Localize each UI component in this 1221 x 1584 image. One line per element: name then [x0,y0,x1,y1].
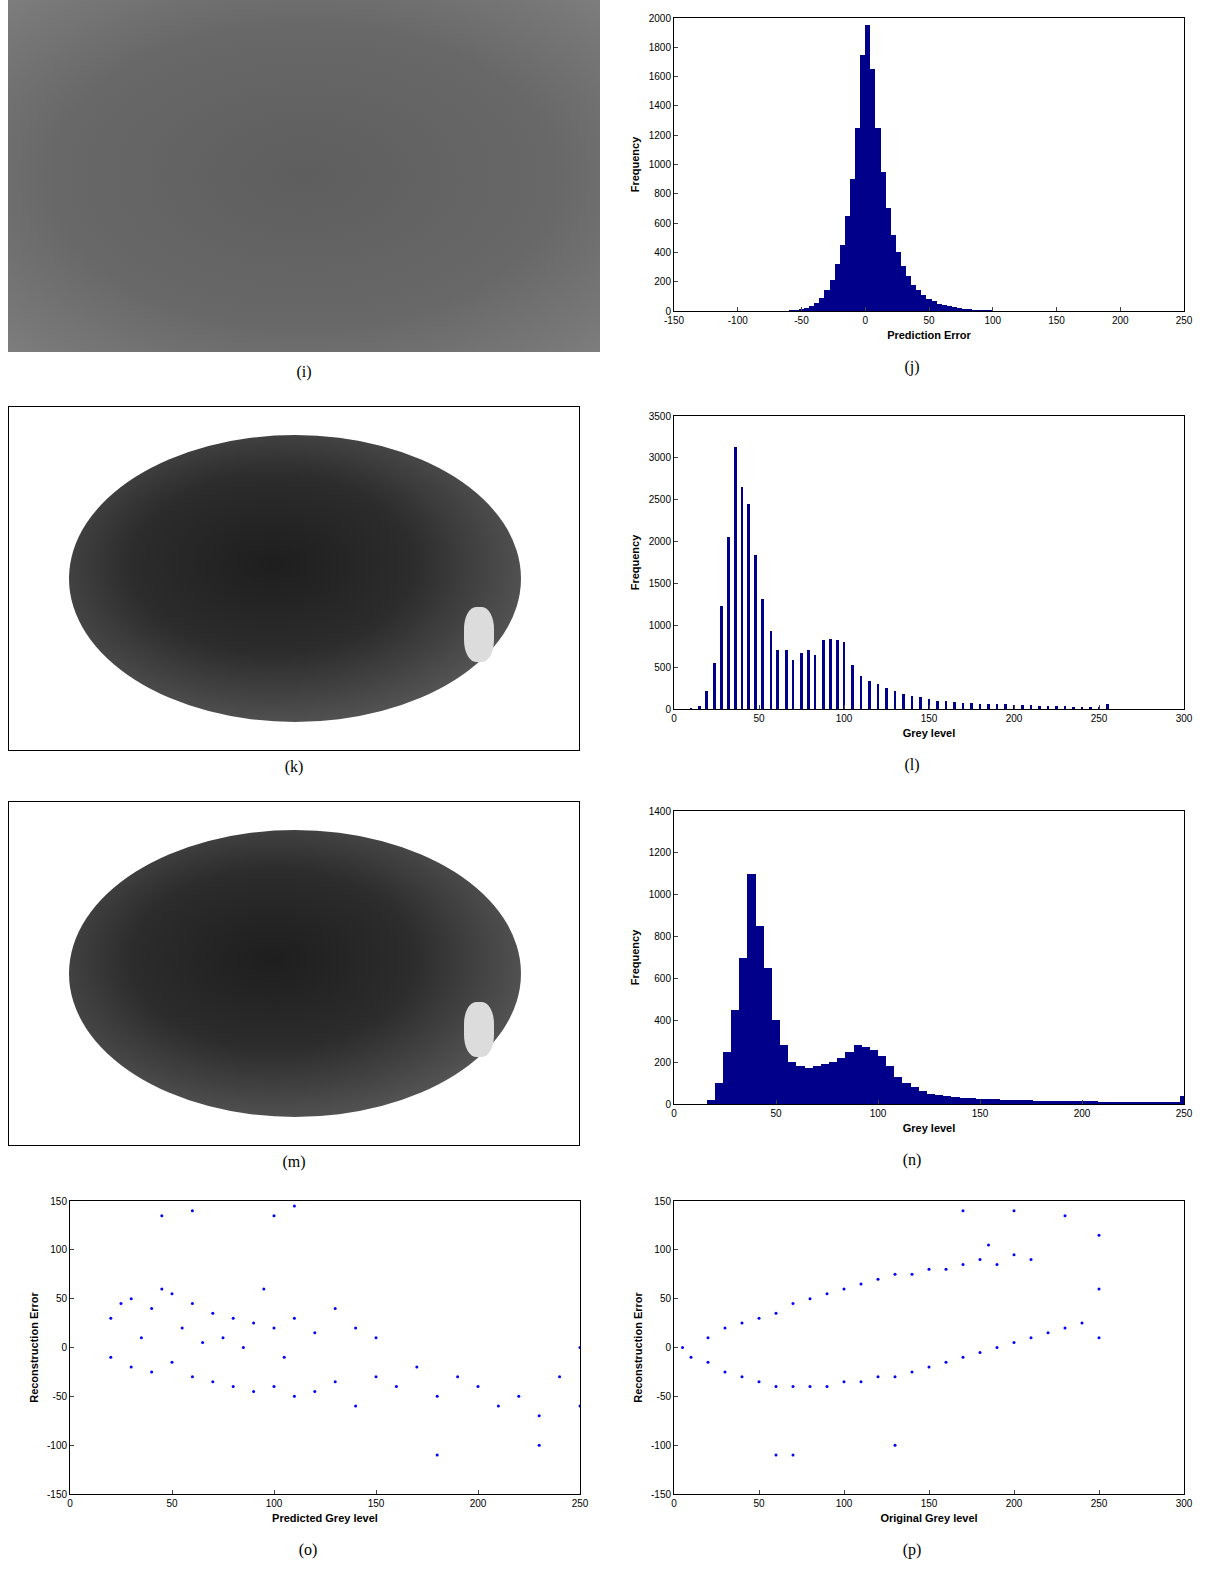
svg-text:0: 0 [665,704,671,715]
svg-text:100: 100 [654,1244,671,1255]
svg-text:250: 250 [1091,1498,1108,1509]
svg-text:2000: 2000 [649,13,672,24]
svg-text:1200: 1200 [649,130,672,141]
svg-text:1800: 1800 [649,42,672,53]
svg-text:150: 150 [654,1196,671,1207]
svg-text:50: 50 [923,315,935,326]
svg-text:-100: -100 [651,1440,671,1451]
svg-text:200: 200 [1074,1108,1091,1119]
svg-text:100: 100 [50,1244,67,1255]
svg-text:0: 0 [671,1498,677,1509]
svg-text:0: 0 [671,1108,677,1119]
svg-text:200: 200 [470,1498,487,1509]
svg-text:250: 250 [1176,315,1193,326]
svg-text:Grey level: Grey level [903,1122,956,1134]
svg-text:250: 250 [1176,1108,1193,1119]
svg-text:Original Grey level: Original Grey level [880,1512,977,1524]
svg-text:50: 50 [753,713,765,724]
html-text:(l): (l) [904,756,920,773]
svg-text:3500: 3500 [649,411,672,422]
svg-text:Reconstruction Error: Reconstruction Error [632,1291,644,1402]
svg-text:2000: 2000 [649,536,672,547]
svg-text:250: 250 [572,1498,589,1509]
svg-text:-150: -150 [664,315,684,326]
svg-text:50: 50 [753,1498,765,1509]
svg-text:600: 600 [654,218,671,229]
svg-text:1000: 1000 [649,159,672,170]
svg-text:300: 300 [1176,713,1193,724]
html-text:(n): (n) [902,1151,922,1168]
html-text:(k): (k) [284,758,304,775]
svg-text:-100: -100 [728,315,748,326]
svg-text:0: 0 [665,306,671,317]
svg-text:-50: -50 [53,1391,68,1402]
svg-text:800: 800 [654,188,671,199]
svg-text:400: 400 [654,247,671,258]
svg-text:1500: 1500 [649,578,672,589]
svg-text:200: 200 [654,276,671,287]
svg-text:100: 100 [836,713,853,724]
svg-text:300: 300 [1176,1498,1193,1509]
html-text:(i): (i) [296,363,312,380]
svg-text:50: 50 [56,1293,68,1304]
svg-text:0: 0 [665,1099,671,1110]
html-text:(p): (p) [902,1541,922,1558]
svg-text:100: 100 [836,1498,853,1509]
svg-text:-50: -50 [657,1391,672,1402]
svg-text:Frequency: Frequency [629,136,641,193]
svg-text:50: 50 [166,1498,178,1509]
svg-text:Prediction Error: Prediction Error [887,329,971,341]
svg-text:0: 0 [67,1498,73,1509]
svg-text:150: 150 [368,1498,385,1509]
svg-text:Frequency: Frequency [629,929,641,986]
svg-text:0: 0 [671,713,677,724]
html-text:(o): (o) [298,1541,318,1558]
svg-text:Reconstruction Error: Reconstruction Error [28,1291,40,1402]
svg-text:100: 100 [870,1108,887,1119]
svg-text:1200: 1200 [649,847,672,858]
svg-text:200: 200 [1006,1498,1023,1509]
svg-text:1400: 1400 [649,806,672,817]
svg-text:100: 100 [984,315,1001,326]
svg-text:-100: -100 [47,1440,67,1451]
svg-text:1600: 1600 [649,71,672,82]
svg-text:0: 0 [665,1342,671,1353]
svg-text:50: 50 [770,1108,782,1119]
html-text:(j): (j) [904,358,920,375]
svg-text:150: 150 [972,1108,989,1119]
svg-text:0: 0 [862,315,868,326]
svg-text:100: 100 [266,1498,283,1509]
svg-text:1000: 1000 [649,889,672,900]
svg-text:800: 800 [654,931,671,942]
svg-text:500: 500 [654,662,671,673]
svg-text:-150: -150 [651,1489,671,1500]
svg-text:Frequency: Frequency [629,534,641,591]
html-text:(m): (m) [282,1153,306,1170]
svg-text:150: 150 [921,713,938,724]
svg-text:200: 200 [1112,315,1129,326]
svg-text:200: 200 [1006,713,1023,724]
svg-text:50: 50 [660,1293,672,1304]
svg-text:3000: 3000 [649,452,672,463]
svg-text:1400: 1400 [649,100,672,111]
svg-text:Grey level: Grey level [903,727,956,739]
svg-text:-150: -150 [47,1489,67,1500]
svg-text:200: 200 [654,1057,671,1068]
svg-text:1000: 1000 [649,620,672,631]
svg-text:0: 0 [61,1342,67,1353]
svg-text:250: 250 [1091,713,1108,724]
svg-text:150: 150 [1048,315,1065,326]
svg-text:400: 400 [654,1015,671,1026]
svg-text:Predicted Grey level: Predicted Grey level [272,1512,378,1524]
svg-text:2500: 2500 [649,494,672,505]
svg-text:-50: -50 [794,315,809,326]
svg-text:600: 600 [654,973,671,984]
svg-text:150: 150 [921,1498,938,1509]
svg-text:150: 150 [50,1196,67,1207]
